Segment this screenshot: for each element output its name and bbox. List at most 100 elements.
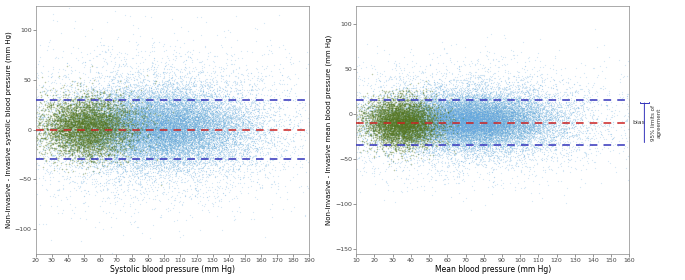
Point xyxy=(473,113,484,117)
Point xyxy=(410,122,421,126)
Point xyxy=(94,137,105,141)
Point xyxy=(428,128,439,132)
Point xyxy=(459,118,470,122)
Point xyxy=(398,127,409,131)
Point xyxy=(459,124,470,129)
Point xyxy=(74,118,85,122)
Point xyxy=(84,125,95,129)
Point xyxy=(404,123,415,127)
Point xyxy=(562,150,573,155)
Point xyxy=(496,125,507,129)
Point xyxy=(120,124,131,129)
Point xyxy=(496,103,507,107)
Point xyxy=(539,119,550,123)
Point xyxy=(77,126,88,130)
Point xyxy=(251,82,262,87)
Point xyxy=(379,121,390,125)
Point xyxy=(462,137,473,142)
Point xyxy=(25,129,36,134)
Point xyxy=(147,134,158,139)
Point xyxy=(232,117,242,121)
Point xyxy=(440,115,451,120)
Point xyxy=(446,119,457,123)
Point xyxy=(527,143,538,148)
Point xyxy=(458,145,469,150)
Point xyxy=(409,139,420,144)
Point xyxy=(116,139,127,144)
Point xyxy=(422,95,433,100)
Point xyxy=(68,127,79,132)
Point xyxy=(459,123,470,128)
Point xyxy=(218,144,229,149)
Point xyxy=(353,133,364,137)
Point xyxy=(81,154,92,159)
Point xyxy=(434,127,445,132)
Point xyxy=(451,98,462,103)
Point xyxy=(158,127,169,131)
Point xyxy=(446,111,457,115)
Point xyxy=(130,128,141,133)
Point xyxy=(418,153,429,158)
Point xyxy=(92,109,103,114)
Point xyxy=(99,143,110,148)
Point xyxy=(149,127,160,131)
Point xyxy=(410,146,421,150)
Point xyxy=(338,84,349,88)
Point xyxy=(413,114,424,119)
Point xyxy=(78,65,89,69)
Point xyxy=(112,79,123,83)
Point xyxy=(79,140,90,145)
Point xyxy=(169,133,180,138)
Point xyxy=(448,127,459,132)
Point xyxy=(147,61,158,66)
Point xyxy=(77,159,88,164)
Point xyxy=(490,127,501,132)
Point xyxy=(219,133,230,137)
Point xyxy=(552,119,563,123)
Point xyxy=(393,157,404,161)
Point xyxy=(452,116,463,120)
Point xyxy=(207,153,218,157)
Point xyxy=(175,160,186,164)
Point xyxy=(196,142,207,146)
Point xyxy=(360,118,371,122)
Point xyxy=(438,98,449,103)
Point xyxy=(484,157,495,162)
Point xyxy=(512,124,523,128)
Point xyxy=(437,94,448,99)
Point xyxy=(192,133,203,138)
Point xyxy=(74,119,85,124)
Point xyxy=(623,92,634,96)
Point xyxy=(465,117,476,122)
Point xyxy=(201,69,212,74)
Point xyxy=(167,152,178,156)
Point xyxy=(156,116,167,120)
Point xyxy=(420,137,431,141)
Point xyxy=(119,90,130,94)
Point xyxy=(482,123,493,127)
Point xyxy=(33,114,44,118)
Point xyxy=(470,128,481,133)
Point xyxy=(179,150,190,155)
Point xyxy=(460,108,471,113)
Point xyxy=(90,131,101,136)
Point xyxy=(203,101,214,105)
Point xyxy=(97,163,108,167)
Point xyxy=(389,147,400,151)
Point xyxy=(144,143,155,148)
Point xyxy=(199,127,210,131)
Point xyxy=(145,136,156,141)
Point xyxy=(157,125,168,130)
Point xyxy=(129,101,140,105)
Point xyxy=(426,147,437,151)
Point xyxy=(61,133,72,137)
Point xyxy=(170,132,181,136)
Point xyxy=(404,132,415,137)
Point xyxy=(455,115,466,120)
Point xyxy=(416,127,427,132)
Point xyxy=(182,93,192,98)
Point xyxy=(123,126,134,131)
Point xyxy=(137,123,148,128)
Point xyxy=(412,115,423,119)
Point xyxy=(381,79,392,84)
